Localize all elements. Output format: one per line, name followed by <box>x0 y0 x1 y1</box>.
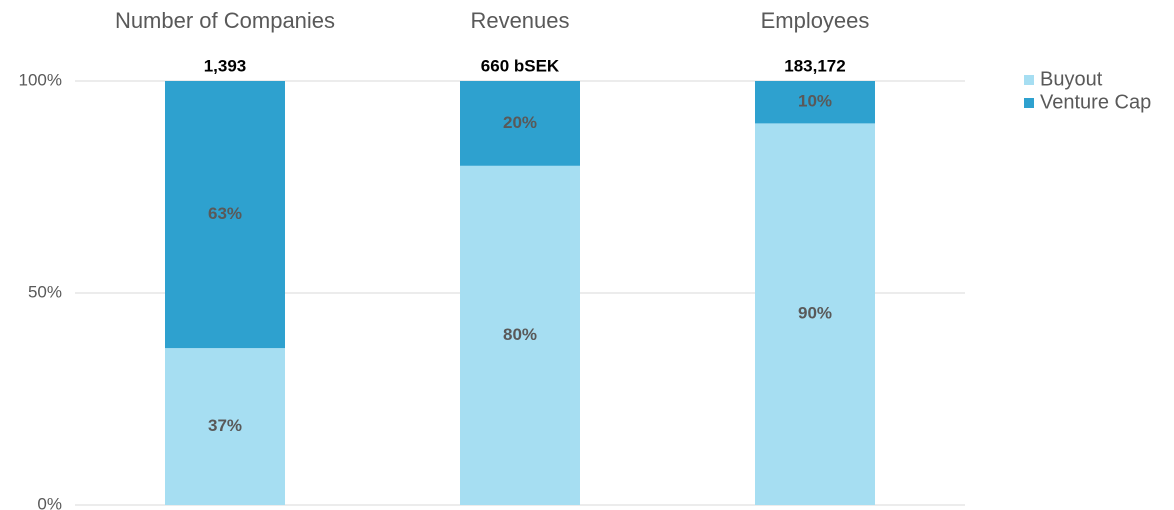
value-label: 37% <box>208 416 242 435</box>
category-label: Employees <box>761 8 870 33</box>
bar-segment <box>460 165 580 506</box>
value-label: 80% <box>503 325 537 344</box>
legend-swatch <box>1024 75 1034 85</box>
y-tick-label: 0% <box>37 494 62 510</box>
category-label: Revenues <box>470 8 569 33</box>
total-label: 1,393 <box>204 56 247 75</box>
bar-segment <box>460 81 580 166</box>
value-label: 63% <box>208 204 242 223</box>
legend-label: Buyout <box>1040 68 1103 90</box>
legend-swatch <box>1024 98 1034 108</box>
bar-segment <box>755 81 875 124</box>
total-label: 183,172 <box>784 56 845 75</box>
bar-segment <box>755 123 875 506</box>
value-label: 10% <box>798 92 832 111</box>
total-label: 660 bSEK <box>481 56 560 75</box>
legend-label: Venture Cap <box>1040 91 1151 113</box>
y-tick-label: 100% <box>19 70 62 89</box>
bar-segment <box>165 348 285 505</box>
bar-segment <box>165 81 285 349</box>
value-label: 20% <box>503 113 537 132</box>
category-label: Number of Companies <box>115 8 335 33</box>
value-label: 90% <box>798 304 832 323</box>
y-tick-label: 50% <box>28 282 62 301</box>
